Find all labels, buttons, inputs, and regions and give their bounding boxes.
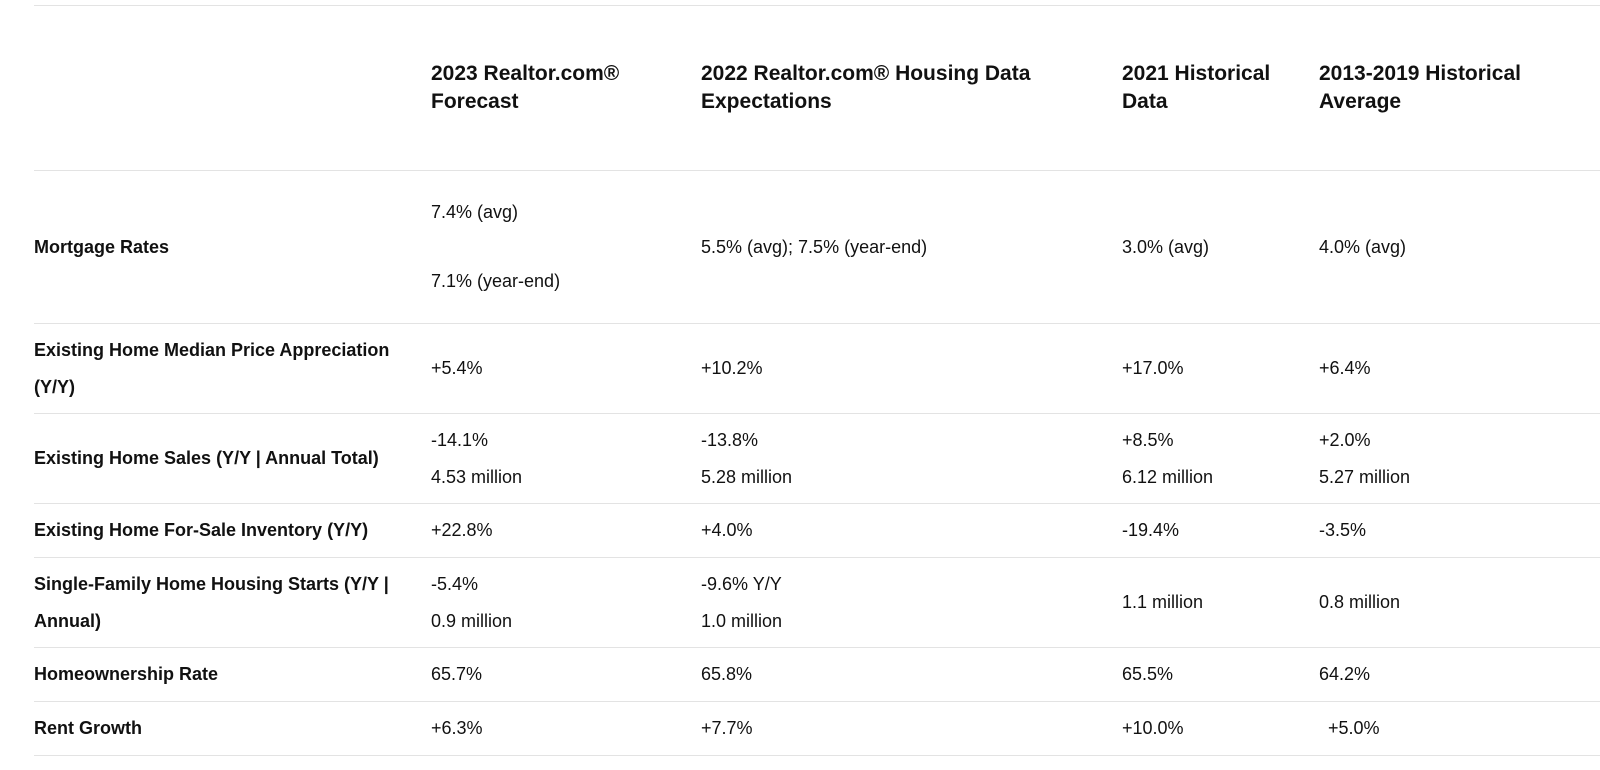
cell-2022: 5.5% (avg); 7.5% (year-end) xyxy=(701,236,928,257)
table-row: Single-Family Home Housing Starts (Y/Y |… xyxy=(34,558,1600,648)
cell-2022: 65.8% xyxy=(701,664,753,684)
header-line: Average xyxy=(1319,90,1402,113)
cell-2023: +6.3% xyxy=(431,718,483,738)
cell-2021: 3.0% (avg) xyxy=(1122,236,1210,257)
cell-2021: -19.4% xyxy=(1122,520,1180,540)
header-line: 2013-2019 Historical xyxy=(1319,62,1521,85)
table-row: Mortgage Rates 7.4% (avg) 7.1% (year-end… xyxy=(34,171,1600,324)
table-row: Rent Growth +6.3% +7.7% +10.0% +5.0% xyxy=(34,702,1600,756)
table-row: Existing Home Sales (Y/Y | Annual Total)… xyxy=(34,414,1600,504)
row-label: Existing Home Median Price Appreciation … xyxy=(34,339,390,397)
header-2013-2019-average: 2013-2019 Historical Average xyxy=(1319,6,1579,170)
cell-2021: +10.0% xyxy=(1122,718,1184,738)
header-line: Data xyxy=(1122,90,1168,113)
row-label: Rent Growth xyxy=(34,718,142,738)
cell-2013-2019: 0.8 million xyxy=(1319,592,1401,612)
table-row: Existing Home Median Price Appreciation … xyxy=(34,324,1600,414)
cell-2013-2019: +6.4% xyxy=(1319,358,1371,378)
cell-2013-2019: +2.0% 5.27 million xyxy=(1319,429,1411,487)
cell-2021: 1.1 million xyxy=(1122,592,1204,612)
cell-2021: 65.5% xyxy=(1122,664,1174,684)
table-row: Existing Home For-Sale Inventory (Y/Y) +… xyxy=(34,504,1600,558)
cell-2023: 7.4% (avg) 7.1% (year-end) xyxy=(431,202,561,291)
cell-2013-2019: -3.5% xyxy=(1319,520,1367,540)
table-row: Homeownership Rate 65.7% 65.8% 65.5% 64.… xyxy=(34,648,1600,702)
cell-2023: -5.4% 0.9 million xyxy=(431,573,513,631)
cell-2021: +8.5% 6.12 million xyxy=(1122,429,1214,487)
cell-2021: +17.0% xyxy=(1122,358,1184,378)
header-cell-empty xyxy=(34,6,404,170)
cell-2013-2019: 4.0% (avg) xyxy=(1319,236,1407,257)
row-label: Single-Family Home Housing Starts (Y/Y |… xyxy=(34,573,389,631)
header-line: Expectations xyxy=(701,90,832,113)
header-2021-historical: 2021 Historical Data xyxy=(1122,6,1302,170)
row-label: Mortgage Rates xyxy=(34,236,170,257)
cell-2013-2019: +5.0% xyxy=(1328,718,1380,738)
row-label: Homeownership Rate xyxy=(34,664,219,684)
header-line: 2022 Realtor.com® Housing Data xyxy=(701,62,1031,85)
row-label: Existing Home Sales (Y/Y | Annual Total) xyxy=(34,448,379,468)
header-2023-forecast: 2023 Realtor.com® Forecast xyxy=(431,6,681,170)
cell-2022: +4.0% xyxy=(701,520,753,540)
cell-2022: +7.7% xyxy=(701,718,753,738)
header-2022-expectations: 2022 Realtor.com® Housing Data Expectati… xyxy=(701,6,1101,170)
header-line: Forecast xyxy=(431,90,519,113)
housing-forecast-table: 2023 Realtor.com® Forecast 2022 Realtor.… xyxy=(34,5,1600,756)
cell-2022: -9.6% Y/Y 1.0 million xyxy=(701,573,783,631)
cell-2023: +5.4% xyxy=(431,358,483,378)
cell-2023: 65.7% xyxy=(431,664,483,684)
cell-2023: +22.8% xyxy=(431,520,493,540)
cell-2013-2019: 64.2% xyxy=(1319,664,1371,684)
header-line: 2021 Historical xyxy=(1122,62,1271,85)
cell-2023: -14.1% 4.53 million xyxy=(431,429,523,487)
header-line: 2023 Realtor.com® xyxy=(431,62,620,85)
row-label: Existing Home For-Sale Inventory (Y/Y) xyxy=(34,520,369,540)
table-header-row: 2023 Realtor.com® Forecast 2022 Realtor.… xyxy=(34,6,1600,171)
cell-2022: -13.8% 5.28 million xyxy=(701,429,793,487)
cell-2022: +10.2% xyxy=(701,358,763,378)
